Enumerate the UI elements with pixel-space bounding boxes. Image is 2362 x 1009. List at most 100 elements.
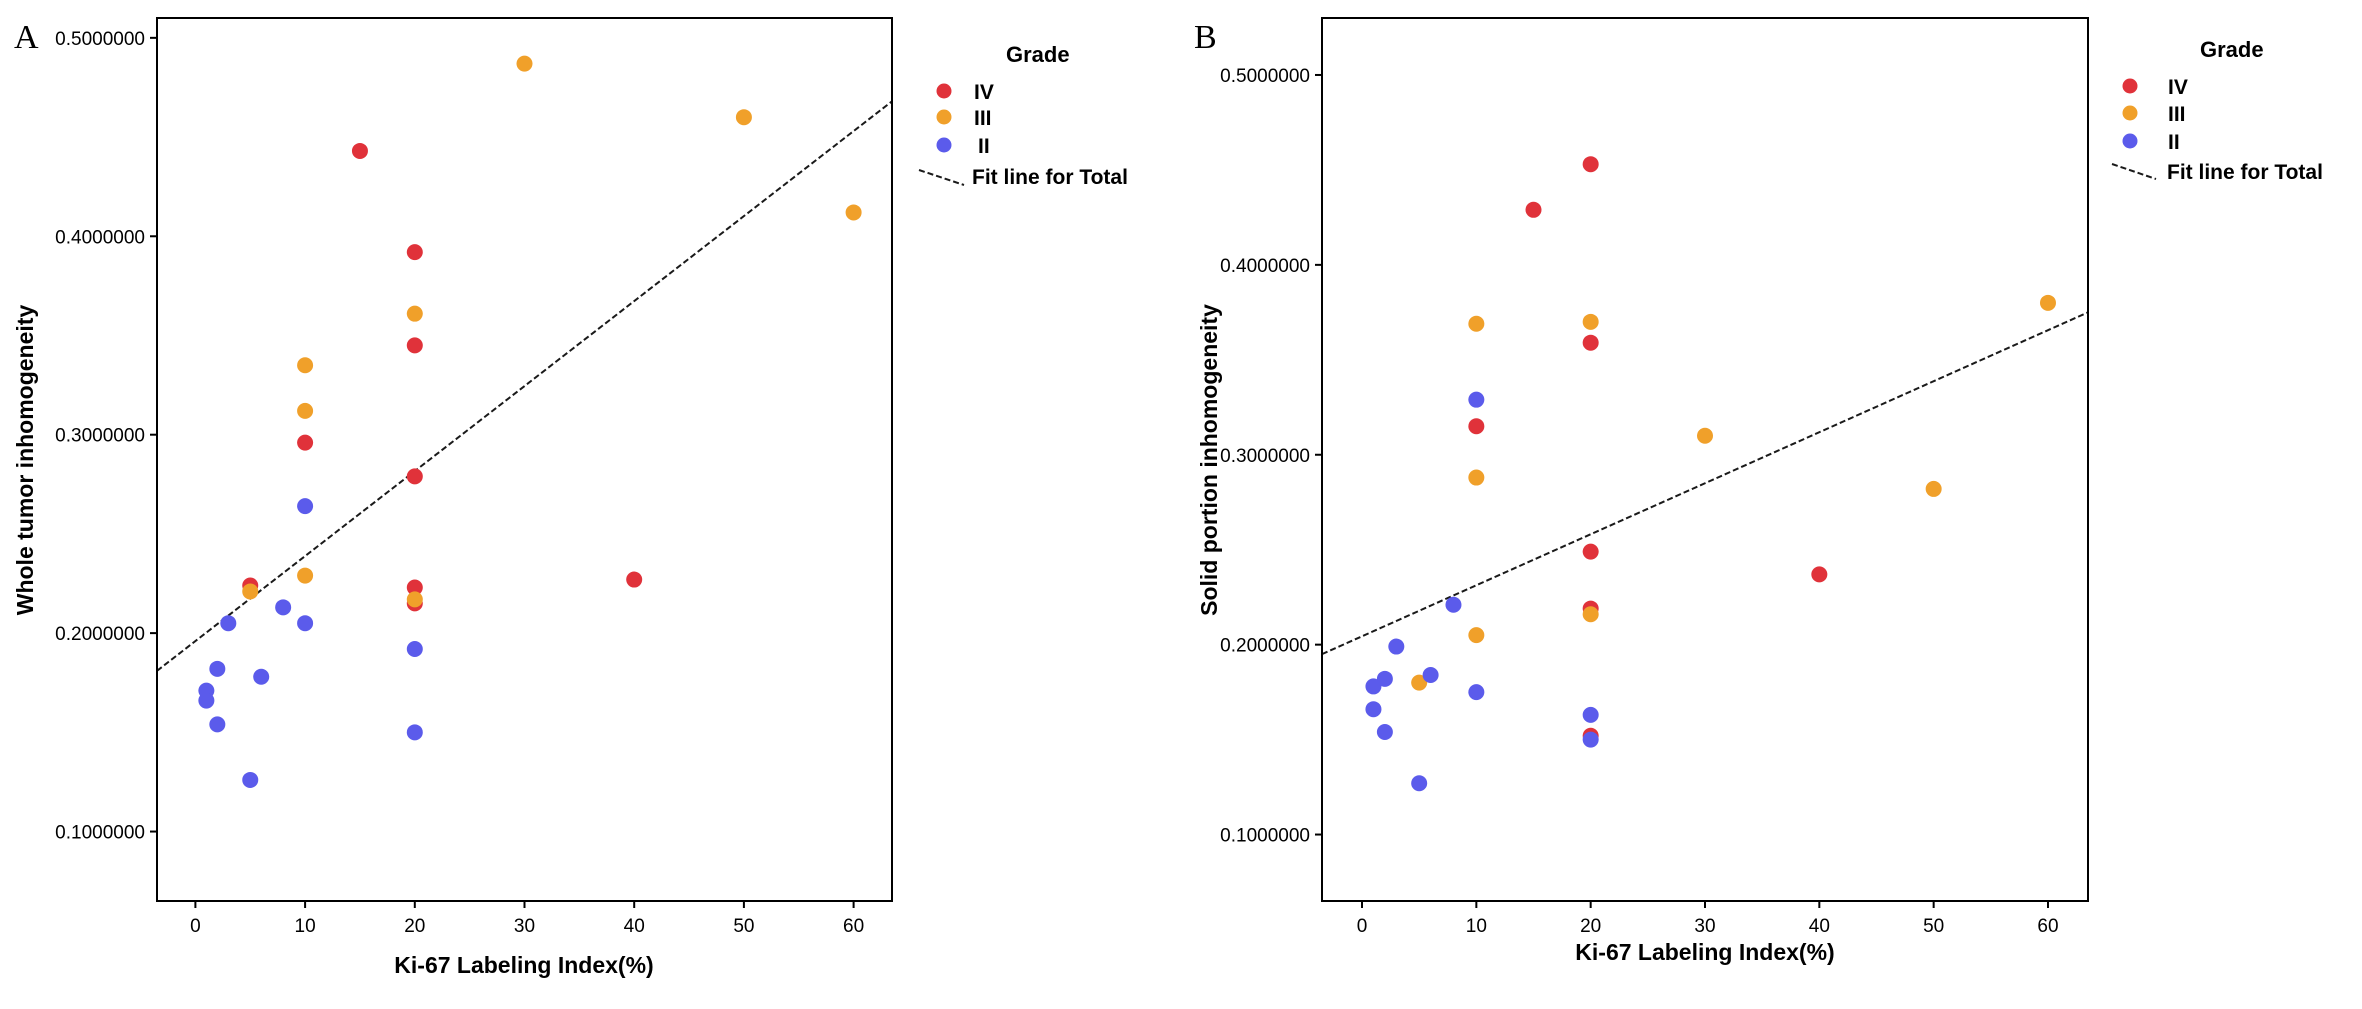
panel-a-legend-label-iv: IV — [974, 81, 994, 104]
panel-a-point-grade-iv — [626, 571, 643, 588]
panel-b-point-grade-ii — [1468, 684, 1485, 701]
panel-a-legend: Grade IV III II Fit line for Total — [918, 42, 1128, 189]
panel-b-point-grade-iii — [1582, 313, 1599, 330]
panel-b-legend-label-ii: II — [2168, 131, 2180, 154]
panel-b-fit-line-path — [1321, 311, 2089, 656]
panel-a-point-grade-iv — [297, 434, 314, 451]
panel-b-point-grade-iii — [1468, 315, 1485, 332]
panel-a-point-grade-ii — [406, 724, 423, 741]
panel-a-legend-marker-ii — [936, 137, 952, 153]
panel-b-legend-title: Grade — [2200, 37, 2264, 62]
panel-a-x-tick-label: 60 — [843, 916, 864, 937]
panel-a-point-grade-ii — [253, 668, 270, 685]
panel-b-x-tick-label: 60 — [2037, 916, 2058, 937]
panel-b-point-grade-iii — [1411, 674, 1428, 691]
panel-b-y-tick-label: 0.3000000 — [1220, 446, 1310, 467]
panel-b-point-grade-iii — [1468, 627, 1485, 644]
panel-b-point-grade-iv — [1582, 543, 1599, 560]
panel-b-point-grade-iv — [1811, 566, 1828, 583]
panel-b-points — [1365, 156, 2056, 792]
panel-a-y-tick-label: 0.2000000 — [55, 624, 145, 645]
panel-a-y-tick-label: 0.4000000 — [55, 227, 145, 248]
panel-b-x-tick-label: 10 — [1466, 916, 1487, 937]
panel-b-y-tick-label: 0.4000000 — [1220, 256, 1310, 277]
panel-b-x-tick-label: 30 — [1694, 916, 1715, 937]
panel-b-x-ticks: 0 10 20 30 40 50 60 — [1357, 901, 2059, 937]
panel-a-legend-label-iii: III — [974, 107, 992, 130]
panel-a-point-grade-ii — [198, 692, 215, 709]
panel-a-point-grade-iii — [297, 402, 314, 419]
panel-b-point-grade-ii — [1365, 678, 1382, 695]
panel-b-legend-fit-swatch — [2111, 163, 2157, 180]
panel-a-x-tick-label: 10 — [295, 916, 316, 937]
panel-a-x-tick-label: 0 — [190, 916, 201, 937]
panel-a-point-grade-iii — [242, 583, 259, 600]
panel-b-x-tick-label: 40 — [1809, 916, 1830, 937]
panel-a-point-grade-ii — [297, 498, 314, 515]
panel-b-x-axis-title: Ki-67 Labeling Index(%) — [1575, 939, 1834, 965]
panel-a-legend-fit-label: Fit line for Total — [972, 166, 1128, 189]
panel-a-point-grade-iii — [735, 109, 752, 126]
panel-a-x-tick-label: 30 — [514, 916, 535, 937]
panel-b-plot-frame — [1321, 17, 2089, 902]
panel-a-legend-marker-iv — [936, 83, 952, 99]
panel-a-point-grade-iv — [406, 468, 423, 485]
panel-b-legend-marker-iii — [2122, 105, 2138, 121]
panel-b-point-grade-iv — [1468, 418, 1485, 435]
panel-a-point-grade-iii — [406, 591, 423, 608]
panel-b-point-grade-iii — [1582, 606, 1599, 623]
panel-a-point-grade-iii — [845, 204, 862, 221]
panel-b-x-tick-label: 0 — [1357, 916, 1368, 937]
panel-b-legend-marker-ii — [2122, 133, 2138, 149]
panel-b-point-grade-iii — [1925, 480, 1942, 497]
panel-a-point-grade-ii — [297, 615, 314, 632]
panel-a-legend-fit-swatch — [918, 169, 965, 186]
panel-b-point-grade-ii — [1365, 701, 1382, 718]
panel-a-point-grade-iv — [351, 142, 368, 159]
panel-a-letter: A — [14, 19, 39, 56]
panel-b-point-grade-ii — [1422, 667, 1439, 684]
panel-b-point-grade-ii — [1468, 391, 1485, 408]
panel-a-plot-frame — [156, 17, 893, 902]
panel-b: B 0 10 20 30 40 50 60 0.1000000 0.2000000 0.3000… — [1194, 17, 2323, 965]
panel-b-legend: Grade IV III II Fit line for Total — [2111, 37, 2323, 184]
panel-a-legend-label-ii: II — [978, 135, 990, 158]
panel-a-legend-title: Grade — [1006, 42, 1070, 67]
panel-a-fit-line — [156, 100, 893, 672]
panel-a-point-grade-ii — [275, 599, 292, 616]
panel-b-point-grade-iv — [1582, 334, 1599, 351]
panel-a-x-tick-label: 20 — [404, 916, 425, 937]
panel-a-point-grade-ii — [209, 660, 226, 677]
panel-b-point-grade-iii — [1468, 469, 1485, 486]
panel-b-legend-fit-label: Fit line for Total — [2167, 161, 2323, 184]
panel-b-point-grade-ii — [1376, 670, 1393, 687]
panel-b-point-grade-iv — [1582, 156, 1599, 173]
panel-b-legend-label-iii: III — [2168, 103, 2186, 126]
panel-b-letter: B — [1194, 19, 1217, 56]
panel-b-point-grade-ii — [1582, 731, 1599, 748]
panel-a-point-grade-iv — [406, 579, 423, 596]
panel-a-point-grade-ii — [220, 615, 237, 632]
panel-b-x-tick-label: 50 — [1923, 916, 1944, 937]
panel-a-y-tick-label: 0.5000000 — [55, 29, 145, 50]
panel-a-point-grade-iii — [516, 55, 533, 72]
panel-a-points — [198, 55, 862, 788]
panel-a-point-grade-ii — [242, 771, 259, 788]
panel-a-point-grade-iii — [297, 567, 314, 584]
panel-b-legend-label-iv: IV — [2168, 76, 2188, 99]
panel-a-y-tick-label: 0.1000000 — [55, 823, 145, 844]
panel-b-point-grade-iii — [2039, 294, 2056, 311]
panel-b-fit-line — [1321, 311, 2089, 656]
panel-b-point-grade-ii — [1445, 596, 1462, 613]
panel-b-point-grade-iii — [1697, 427, 1713, 444]
panel-b-point-grade-ii — [1582, 706, 1599, 723]
panel-a-y-axis-title: Whole tumor inhomogeneity — [12, 305, 38, 616]
panel-a-x-tick-label: 50 — [733, 916, 754, 937]
panel-a: A 0 10 20 30 40 50 60 0.1000000 0.2000000 0.3000… — [12, 17, 1128, 978]
panel-a-point-grade-iii — [297, 357, 314, 374]
panel-b-point-grade-ii — [1411, 775, 1428, 792]
panel-b-point-grade-iv — [1525, 201, 1542, 218]
panel-b-y-tick-label: 0.2000000 — [1220, 636, 1310, 657]
panel-a-x-ticks: 0 10 20 30 40 50 60 — [190, 901, 864, 937]
